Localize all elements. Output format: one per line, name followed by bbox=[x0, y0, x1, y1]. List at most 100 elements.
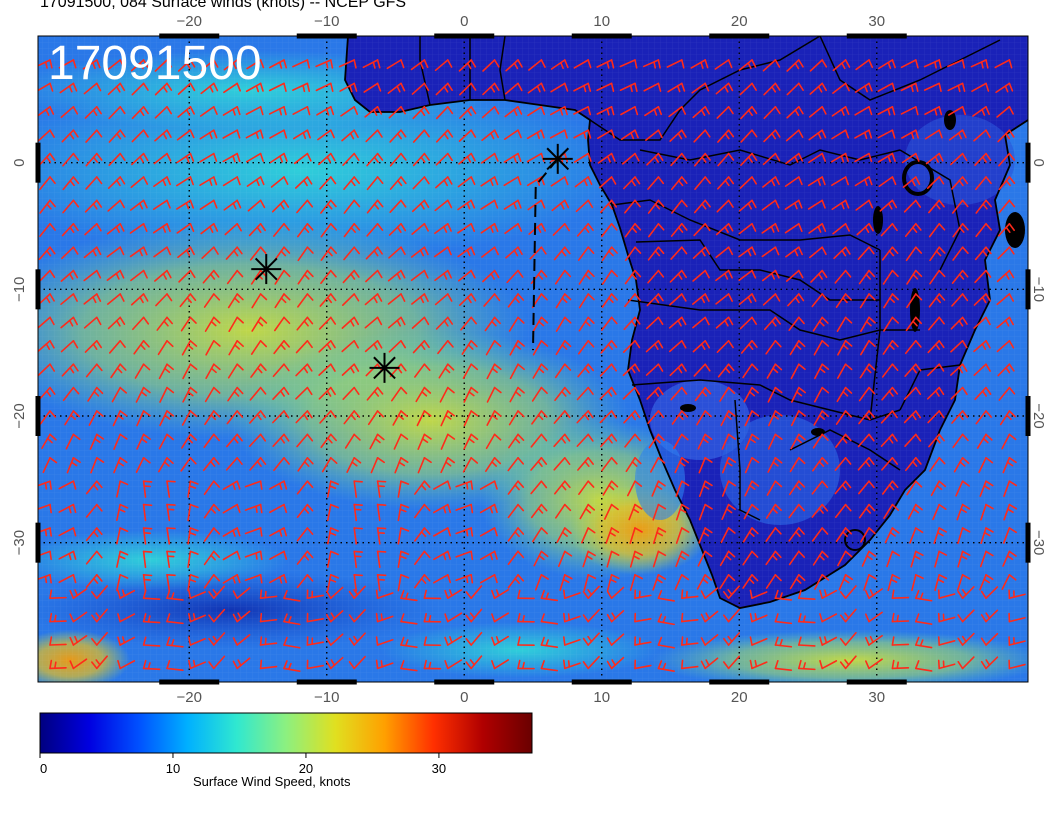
wind-barb bbox=[742, 573, 759, 589]
wind-barb bbox=[926, 386, 945, 400]
wind-barb bbox=[107, 316, 126, 330]
wind-barb bbox=[670, 176, 688, 191]
wind-barb bbox=[624, 293, 641, 308]
wind-barb bbox=[246, 59, 265, 70]
wind-barb bbox=[854, 129, 873, 140]
wind-barb bbox=[142, 527, 153, 545]
wind-barb bbox=[158, 433, 174, 450]
wind-barb bbox=[117, 659, 136, 670]
wind-barb bbox=[680, 636, 699, 646]
lon-tick-label-bottom: 30 bbox=[868, 689, 885, 706]
wind-barb bbox=[437, 339, 454, 355]
wind-barb bbox=[837, 550, 853, 567]
wind-barb bbox=[997, 223, 1015, 237]
wind-barb bbox=[553, 410, 571, 424]
wind-barb bbox=[62, 386, 80, 402]
wind-barb bbox=[517, 636, 535, 647]
wind-barb bbox=[204, 316, 221, 332]
wind-barb bbox=[319, 176, 337, 190]
wind-barb bbox=[455, 480, 474, 490]
wind-barb bbox=[375, 612, 394, 623]
wind-barb bbox=[819, 659, 838, 670]
wind-barb bbox=[839, 608, 857, 623]
wind-barb bbox=[762, 176, 780, 188]
wind-barb bbox=[646, 152, 664, 166]
wind-barb bbox=[785, 269, 804, 282]
wind-barb bbox=[414, 480, 431, 495]
wind-barb bbox=[69, 588, 88, 600]
wind-barb bbox=[789, 456, 806, 473]
wind-barb bbox=[596, 82, 615, 92]
wind-barb bbox=[937, 612, 956, 623]
wind-barb bbox=[222, 573, 241, 584]
wind-barb bbox=[176, 152, 195, 164]
wind-barb bbox=[326, 550, 339, 568]
wind-barb bbox=[480, 176, 499, 187]
wind-barb bbox=[578, 480, 595, 496]
wind-barb bbox=[107, 176, 126, 189]
wind-barb bbox=[414, 527, 431, 542]
wind-barb bbox=[808, 106, 827, 118]
wind-barb bbox=[790, 433, 806, 450]
wind-barb bbox=[87, 386, 104, 402]
wind-barbs bbox=[38, 59, 1026, 672]
wind-barb bbox=[397, 550, 410, 568]
wind-barb bbox=[259, 659, 278, 670]
wind-barb bbox=[856, 223, 874, 236]
wind-barb bbox=[955, 480, 970, 497]
wind-barb bbox=[719, 386, 736, 402]
wind-barb bbox=[480, 199, 499, 210]
wind-barb bbox=[269, 503, 288, 514]
wind-barb bbox=[296, 316, 314, 331]
wind-barb bbox=[485, 456, 502, 472]
wind-barb bbox=[142, 503, 153, 522]
wind-barb bbox=[857, 433, 875, 448]
wind-barb bbox=[481, 246, 499, 258]
wind-barb bbox=[292, 82, 311, 93]
wind-barb bbox=[934, 573, 948, 592]
wind-barb bbox=[273, 339, 290, 355]
wind-barb bbox=[49, 659, 67, 670]
wind-barb bbox=[208, 585, 226, 600]
wind-barb bbox=[320, 433, 337, 449]
wind-barb bbox=[200, 223, 219, 235]
wind-barb bbox=[717, 176, 735, 190]
wind-barb bbox=[858, 386, 876, 402]
wind-barb bbox=[957, 586, 975, 600]
wind-barb bbox=[903, 199, 922, 213]
wind-barb bbox=[249, 386, 267, 401]
wind-barb bbox=[692, 246, 711, 259]
lon-tick-label-bottom: 10 bbox=[593, 689, 610, 706]
wind-barb bbox=[131, 106, 149, 120]
wind-barb bbox=[38, 152, 56, 167]
wind-barb bbox=[69, 611, 88, 623]
wind-barb bbox=[64, 410, 81, 426]
wind-barb bbox=[749, 659, 768, 670]
wind-barb bbox=[386, 59, 405, 70]
wind-barb bbox=[652, 503, 667, 521]
wind-barb bbox=[38, 269, 56, 283]
lon-tick-label-top: 30 bbox=[868, 13, 885, 30]
wind-barb bbox=[343, 176, 360, 191]
wind-barb bbox=[540, 660, 559, 672]
wind-barb bbox=[60, 293, 78, 305]
wind-barb bbox=[891, 659, 910, 670]
wind-barb bbox=[692, 269, 710, 282]
wind-barb bbox=[680, 659, 699, 670]
wind-barb bbox=[578, 269, 595, 285]
wind-barb bbox=[458, 152, 476, 165]
wind-barb bbox=[325, 586, 344, 600]
wind-barb bbox=[814, 573, 830, 590]
wind-barb bbox=[269, 480, 288, 491]
lakes bbox=[680, 110, 1025, 551]
wind-barb bbox=[855, 199, 874, 211]
wind-barb bbox=[886, 550, 901, 568]
wind-barb bbox=[647, 246, 665, 261]
wind-barb bbox=[343, 199, 361, 214]
wind-barb bbox=[435, 106, 454, 120]
wind-barb bbox=[116, 573, 129, 592]
wind-barb bbox=[462, 456, 479, 473]
wind-barb bbox=[479, 527, 498, 537]
wind-barb bbox=[507, 503, 525, 519]
wind-barb bbox=[342, 269, 360, 284]
